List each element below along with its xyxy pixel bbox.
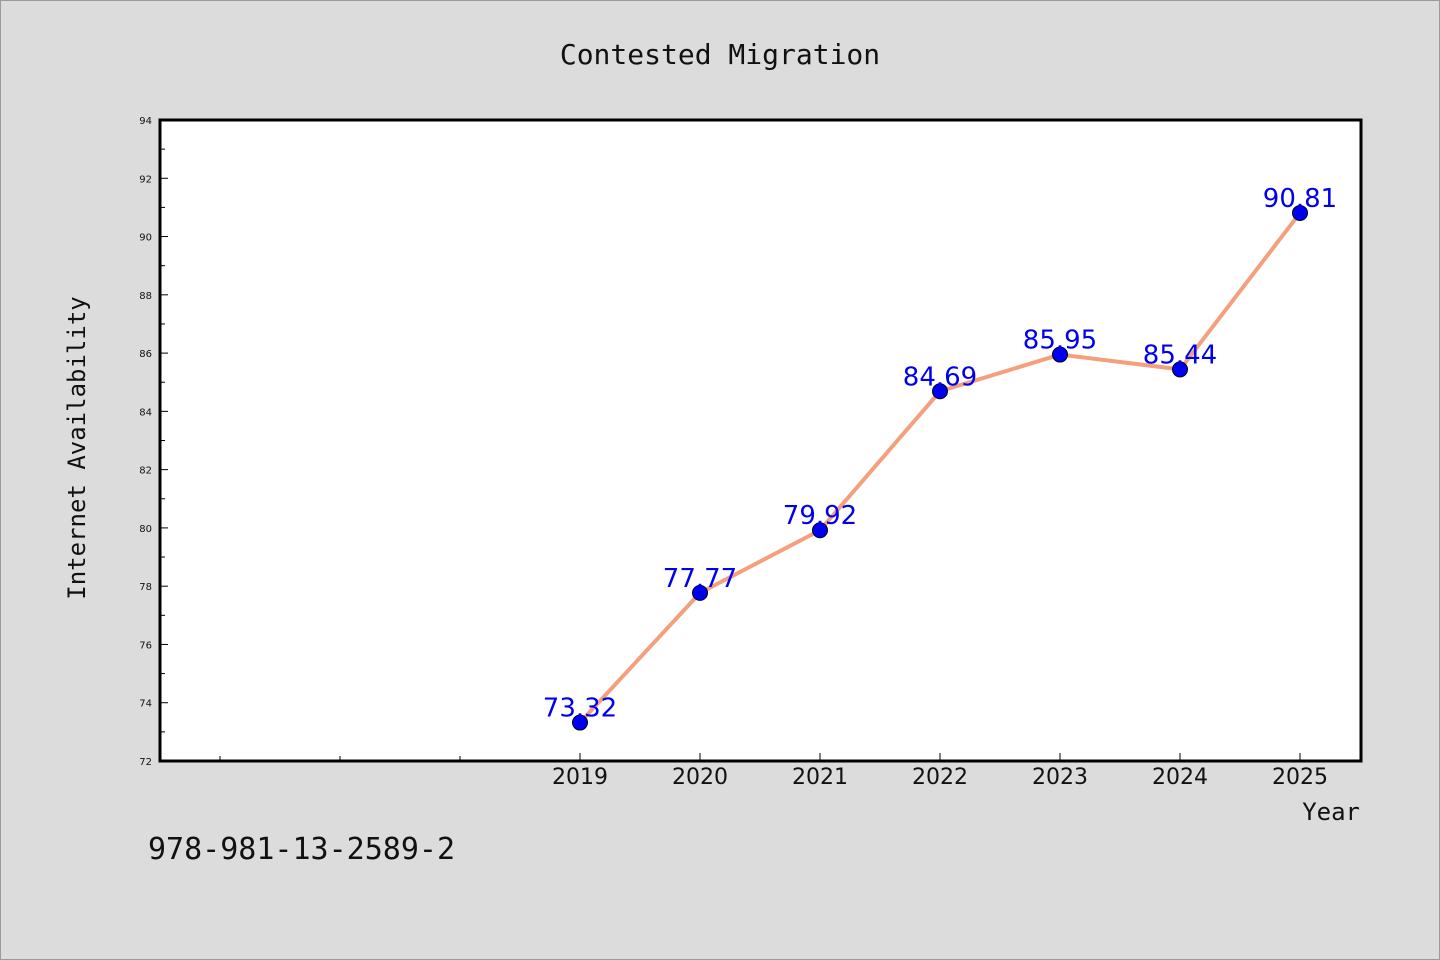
data-point bbox=[1292, 204, 1308, 221]
y-tick-label: 84 bbox=[139, 407, 152, 418]
x-axis-label: Year bbox=[1302, 798, 1360, 826]
data-labels: 73.32 77.77 79.92 84.69 85.95 85.44 90.81 bbox=[543, 184, 1337, 724]
data-point bbox=[1172, 361, 1188, 378]
data-point bbox=[932, 383, 948, 400]
x-tick-label: 2023 bbox=[1032, 765, 1088, 790]
y-tick-label: 88 bbox=[139, 291, 152, 302]
y-tick-label: 76 bbox=[139, 640, 152, 651]
y-tick-label: 72 bbox=[139, 757, 152, 768]
chart-title: Contested Migration bbox=[560, 38, 880, 71]
data-markers bbox=[572, 204, 1308, 731]
data-point bbox=[572, 714, 588, 731]
y-tick-label: 74 bbox=[139, 699, 152, 710]
y-tick-label: 94 bbox=[139, 116, 152, 127]
y-tick-label: 92 bbox=[139, 174, 152, 185]
data-point bbox=[812, 522, 828, 539]
data-label: 85.44 bbox=[1143, 340, 1217, 370]
x-tick-label: 2024 bbox=[1152, 765, 1208, 790]
y-tick-label: 80 bbox=[139, 524, 152, 535]
data-label: 84.69 bbox=[903, 362, 977, 392]
y-tick-label: 86 bbox=[139, 349, 152, 360]
x-tick-label: 2025 bbox=[1272, 765, 1328, 790]
y-axis-label: Internet Availability bbox=[63, 296, 91, 599]
y-tick-label: 82 bbox=[139, 466, 152, 477]
x-tick-label: 2020 bbox=[672, 765, 728, 790]
y-tick-label: 90 bbox=[139, 233, 152, 244]
y-axis: 72 74 76 78 80 82 84 86 88 90 92 94 bbox=[139, 116, 168, 768]
x-tick-label: 2019 bbox=[552, 765, 608, 790]
data-label: 79.92 bbox=[783, 501, 857, 531]
data-label: 73.32 bbox=[543, 694, 617, 724]
y-tick-label: 78 bbox=[139, 582, 152, 593]
data-label: 77.77 bbox=[663, 564, 737, 594]
data-label: 85.95 bbox=[1023, 326, 1097, 356]
x-tick-label: 2022 bbox=[912, 765, 968, 790]
isbn-text: 978-981-13-2589-2 bbox=[148, 832, 456, 867]
plot-area bbox=[158, 118, 1363, 763]
data-point bbox=[692, 584, 708, 601]
x-axis: 2019 2020 2021 2022 2023 2024 2025 bbox=[219, 753, 1328, 790]
x-tick-label: 2021 bbox=[792, 765, 848, 790]
data-label: 90.81 bbox=[1263, 184, 1337, 214]
data-point bbox=[1052, 346, 1068, 363]
